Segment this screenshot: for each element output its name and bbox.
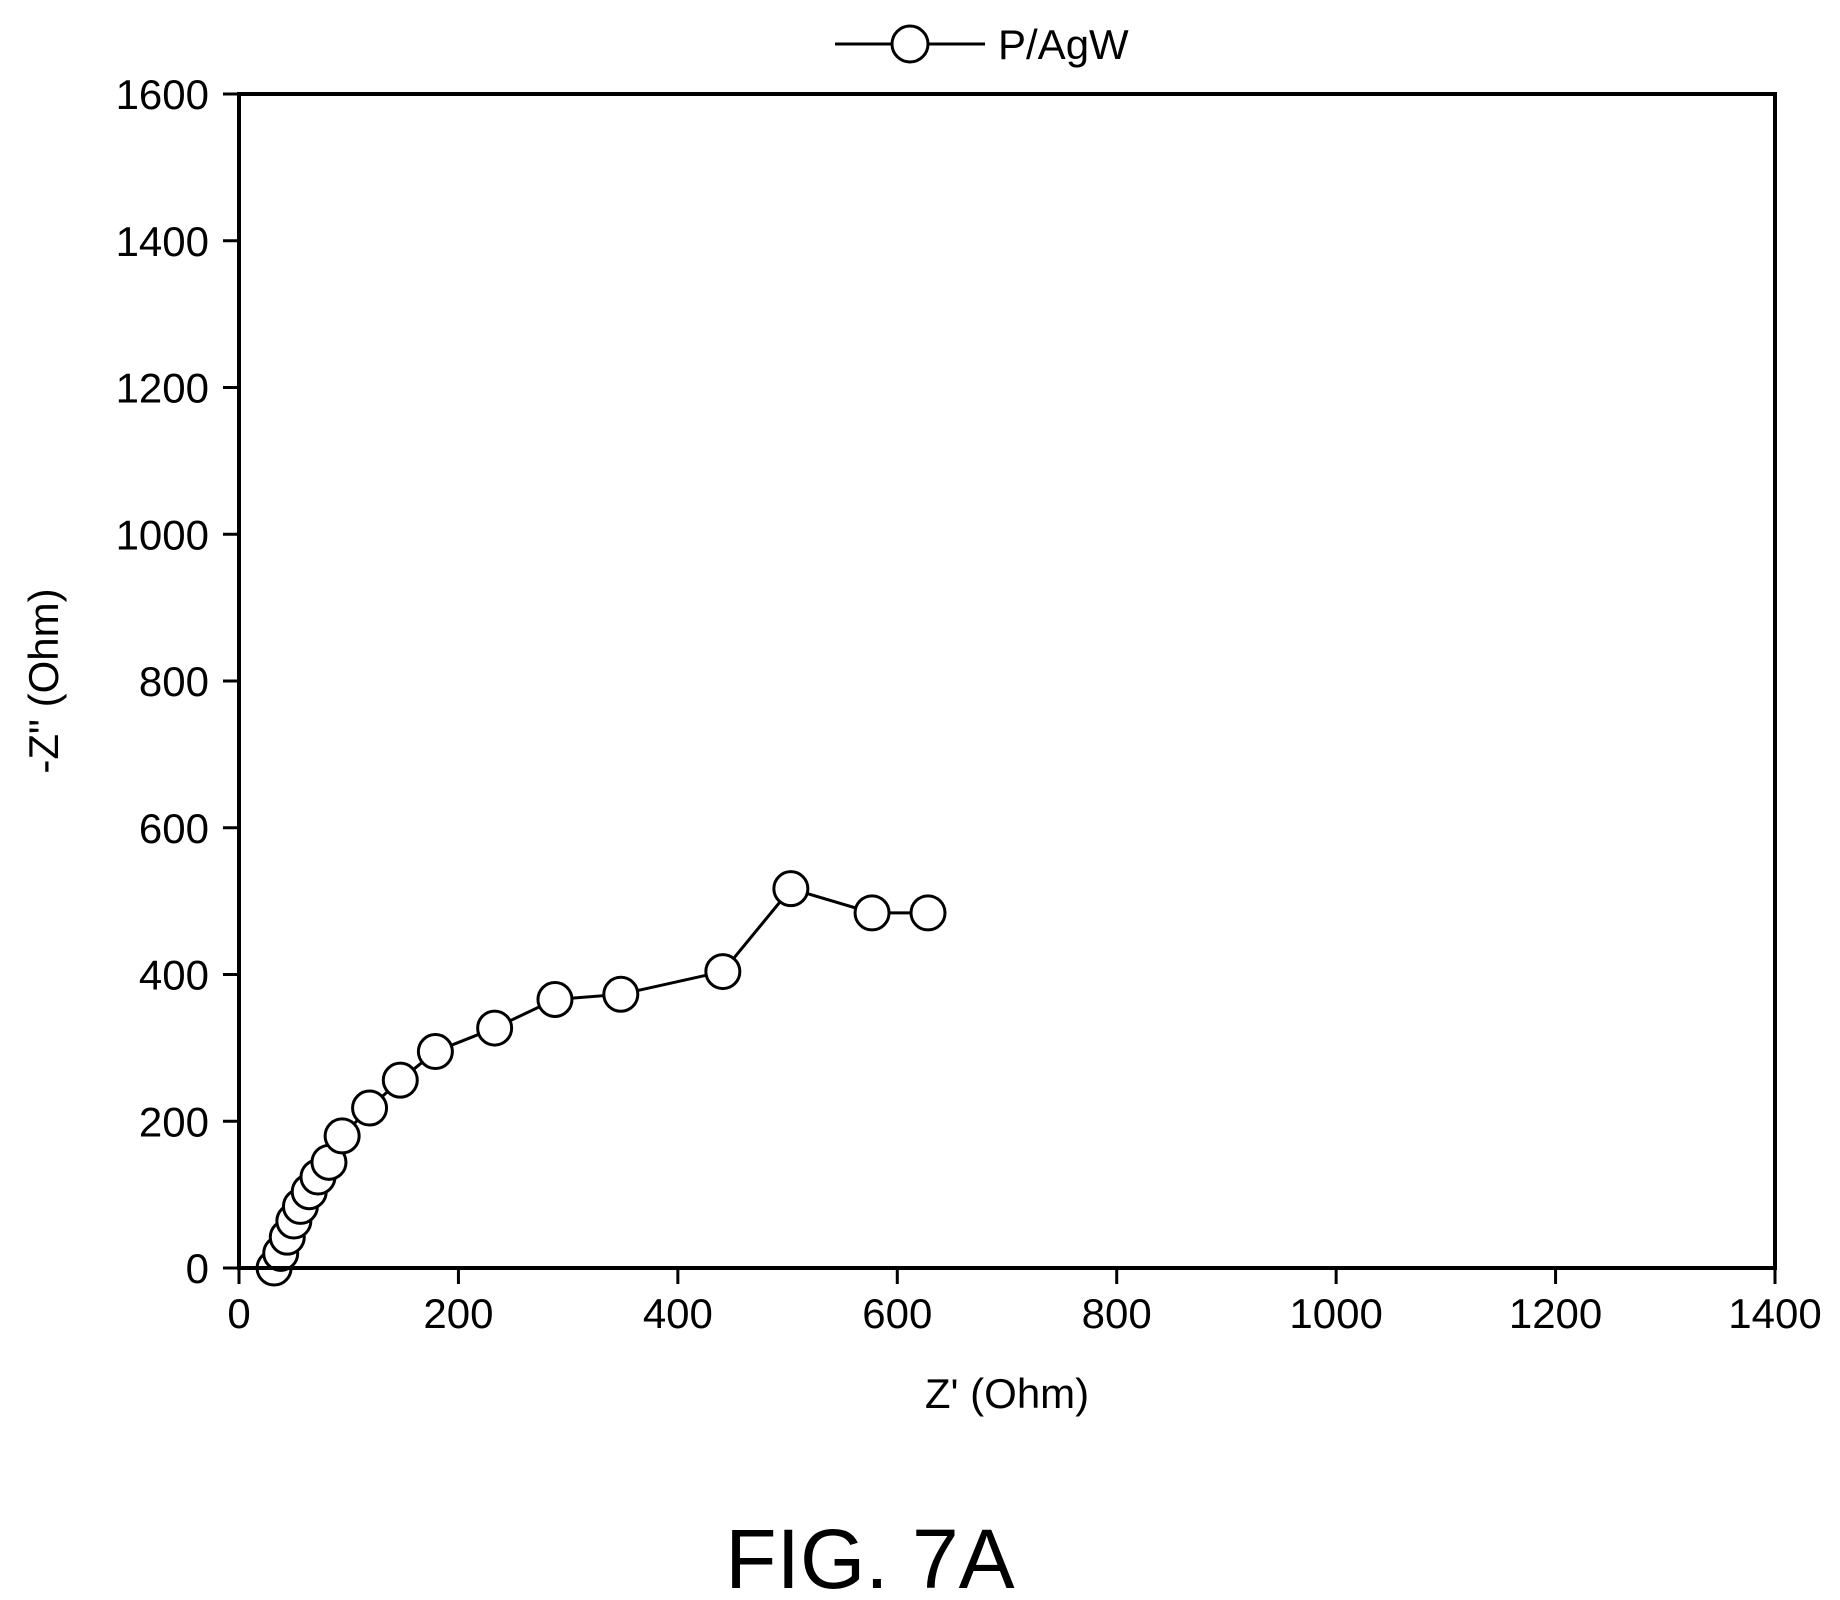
legend: P/AgW (835, 21, 1129, 68)
data-point (536, 980, 574, 1018)
y-tick-label: 1400 (116, 218, 209, 265)
x-tick-label: 1200 (1509, 1290, 1602, 1337)
x-tick-label: 400 (643, 1290, 713, 1337)
y-tick-label: 600 (139, 805, 209, 852)
legend-marker (890, 24, 930, 64)
series-layer (255, 870, 947, 1287)
data-point (704, 953, 742, 991)
y-tick-label: 1600 (116, 71, 209, 118)
x-tick-label: 0 (227, 1290, 250, 1337)
data-point (476, 1009, 514, 1047)
x-tick-label: 600 (862, 1290, 932, 1337)
data-point (323, 1117, 361, 1155)
data-point (909, 894, 947, 932)
data-point (772, 870, 810, 908)
plot-frame (237, 92, 1777, 1270)
x-tick-label: 200 (423, 1290, 493, 1337)
legend-label: P/AgW (998, 21, 1129, 68)
y-tick-label: 0 (186, 1245, 209, 1292)
x-tick-label: 1000 (1289, 1290, 1382, 1337)
y-axis-title: -Z" (Ohm) (20, 588, 67, 773)
figure-label: FIG. 7A (725, 1512, 1014, 1600)
y-tick-label: 800 (139, 658, 209, 705)
y-tick-label: 400 (139, 952, 209, 999)
data-point (351, 1089, 389, 1127)
y-tick-label: 1000 (116, 511, 209, 558)
x-axis-title: Z' (Ohm) (925, 1370, 1089, 1417)
data-point (602, 975, 640, 1013)
x-tick-label: 800 (1082, 1290, 1152, 1337)
y-tick-label: 1200 (116, 365, 209, 412)
data-point (416, 1033, 454, 1071)
data-point (853, 894, 891, 932)
axis-ticks: 0 200 400 600 800 1000 1200 1400 0 200 400 600 800 10… (116, 71, 1822, 1337)
data-point (381, 1061, 419, 1099)
series-line (272, 886, 929, 1269)
x-tick-label: 1400 (1728, 1290, 1821, 1337)
y-tick-label: 200 (139, 1098, 209, 1145)
